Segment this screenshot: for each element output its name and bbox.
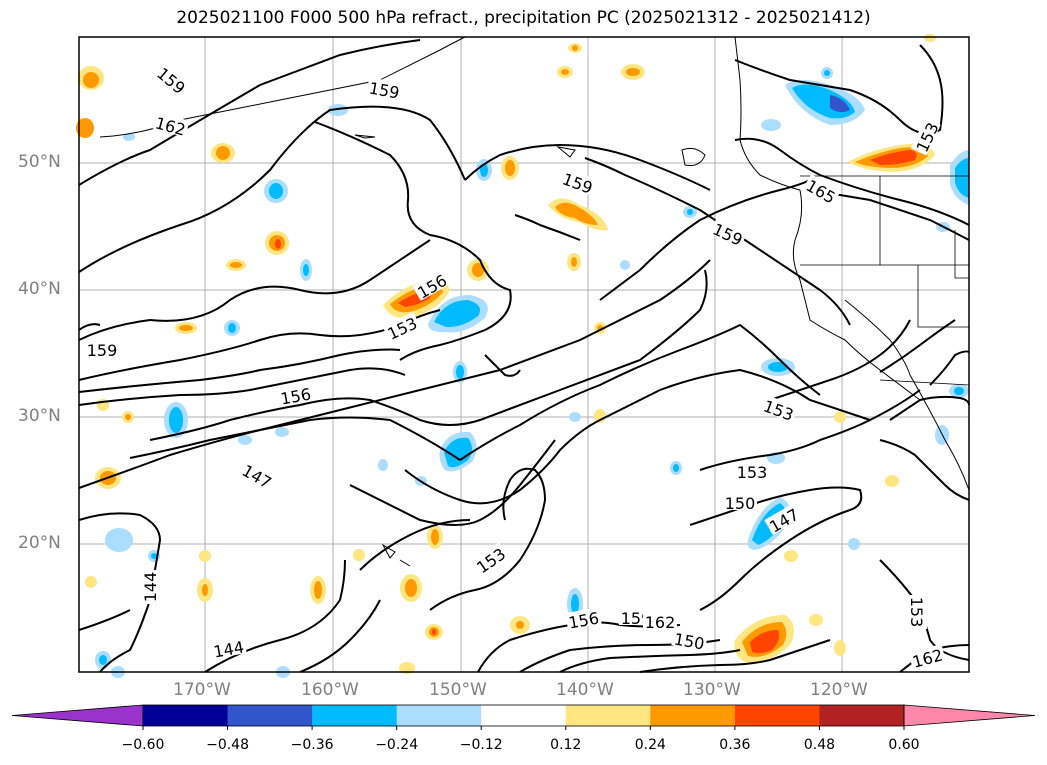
colorbar-segment <box>565 705 651 726</box>
colorbar-tick-label: 0.48 <box>803 737 836 753</box>
colorbar-extend-high <box>903 704 1036 727</box>
longitude-label: 170°W <box>173 680 231 700</box>
colorbar <box>11 704 1036 730</box>
contour-label-bg <box>802 174 841 206</box>
colorbar-outline <box>142 704 905 727</box>
contour-label-bg <box>735 462 769 479</box>
latitude-label: 20°N <box>18 533 61 553</box>
colorbar-segment <box>143 705 229 726</box>
contour-label-bg <box>559 167 598 196</box>
contour-label-bg <box>471 542 509 576</box>
contour-label-bg <box>709 217 748 248</box>
latitude-label: 40°N <box>18 279 61 299</box>
colorbar-tick-label: 0.60 <box>888 737 920 753</box>
contour-label-bg <box>671 628 708 651</box>
colorbar-segment <box>396 705 482 726</box>
colorbar-tick-label: 0.36 <box>719 737 751 753</box>
contour-label: 159 <box>87 341 118 360</box>
colorbar-tick-label: 0.12 <box>550 737 582 753</box>
borders <box>800 175 970 386</box>
latitude-label: 30°N <box>18 406 61 426</box>
contour-label-bg <box>277 383 314 406</box>
colorbar-tick-label: −0.36 <box>290 737 334 753</box>
contour-label-bg <box>910 595 927 629</box>
contour-label-bg <box>643 612 677 629</box>
contour-label-bg <box>760 394 799 423</box>
precip-positive-areas <box>76 34 936 674</box>
graticule <box>79 37 969 672</box>
contour-label-group: 159 1591621591591561531591561471531501471… <box>85 61 946 672</box>
contour-label-bg <box>910 117 941 156</box>
colorbar-tick-label: −0.48 <box>206 737 249 753</box>
colorbar-tick-label: −0.60 <box>121 737 165 753</box>
contour-label-bg <box>238 459 277 491</box>
map-border <box>78 36 970 673</box>
longitude-label: 130°W <box>683 680 741 700</box>
contour-label-bg <box>140 570 157 604</box>
contour-label-bg <box>152 112 190 138</box>
map-frame <box>79 37 969 672</box>
contour-label-bg <box>85 340 119 357</box>
contour-label-bg <box>565 607 602 630</box>
colorbar-segment <box>312 705 398 726</box>
colorbar-segment <box>227 705 313 726</box>
contour-label-bg <box>153 61 191 97</box>
contour-label: 150 <box>725 494 756 513</box>
contour-label-bg <box>382 311 421 342</box>
colorbar-segment <box>734 705 820 726</box>
latitude-label: 50°N <box>18 152 61 172</box>
colorbar-segment <box>481 705 567 726</box>
contour-label-bg <box>764 503 803 535</box>
longitude-label: 160°W <box>301 680 359 700</box>
contour-label: 153 <box>737 463 768 482</box>
contour-label-bg <box>366 77 403 100</box>
colorbar-tick-label: −0.12 <box>459 737 503 753</box>
colorbar-tick-label: 0.24 <box>634 737 666 753</box>
longitude-label: 150°W <box>429 680 487 700</box>
contour-label: 144 <box>141 572 160 603</box>
contour-label-bg <box>412 269 451 301</box>
colorbar-extend-low <box>11 704 144 727</box>
contour-label-bg <box>210 636 247 659</box>
longitude-label: 140°W <box>556 680 614 700</box>
longitude-label: 120°W <box>810 680 868 700</box>
colorbar-tick-label: −0.24 <box>375 737 419 753</box>
map-title: 2025021100 F000 500 hPa refract., precip… <box>176 8 871 28</box>
colorbar-segment <box>650 705 736 726</box>
colorbar-segment <box>819 705 905 726</box>
contour-label-bg <box>723 493 757 510</box>
contour-label: 162 <box>645 613 676 632</box>
contour-label: 153 <box>907 597 926 628</box>
